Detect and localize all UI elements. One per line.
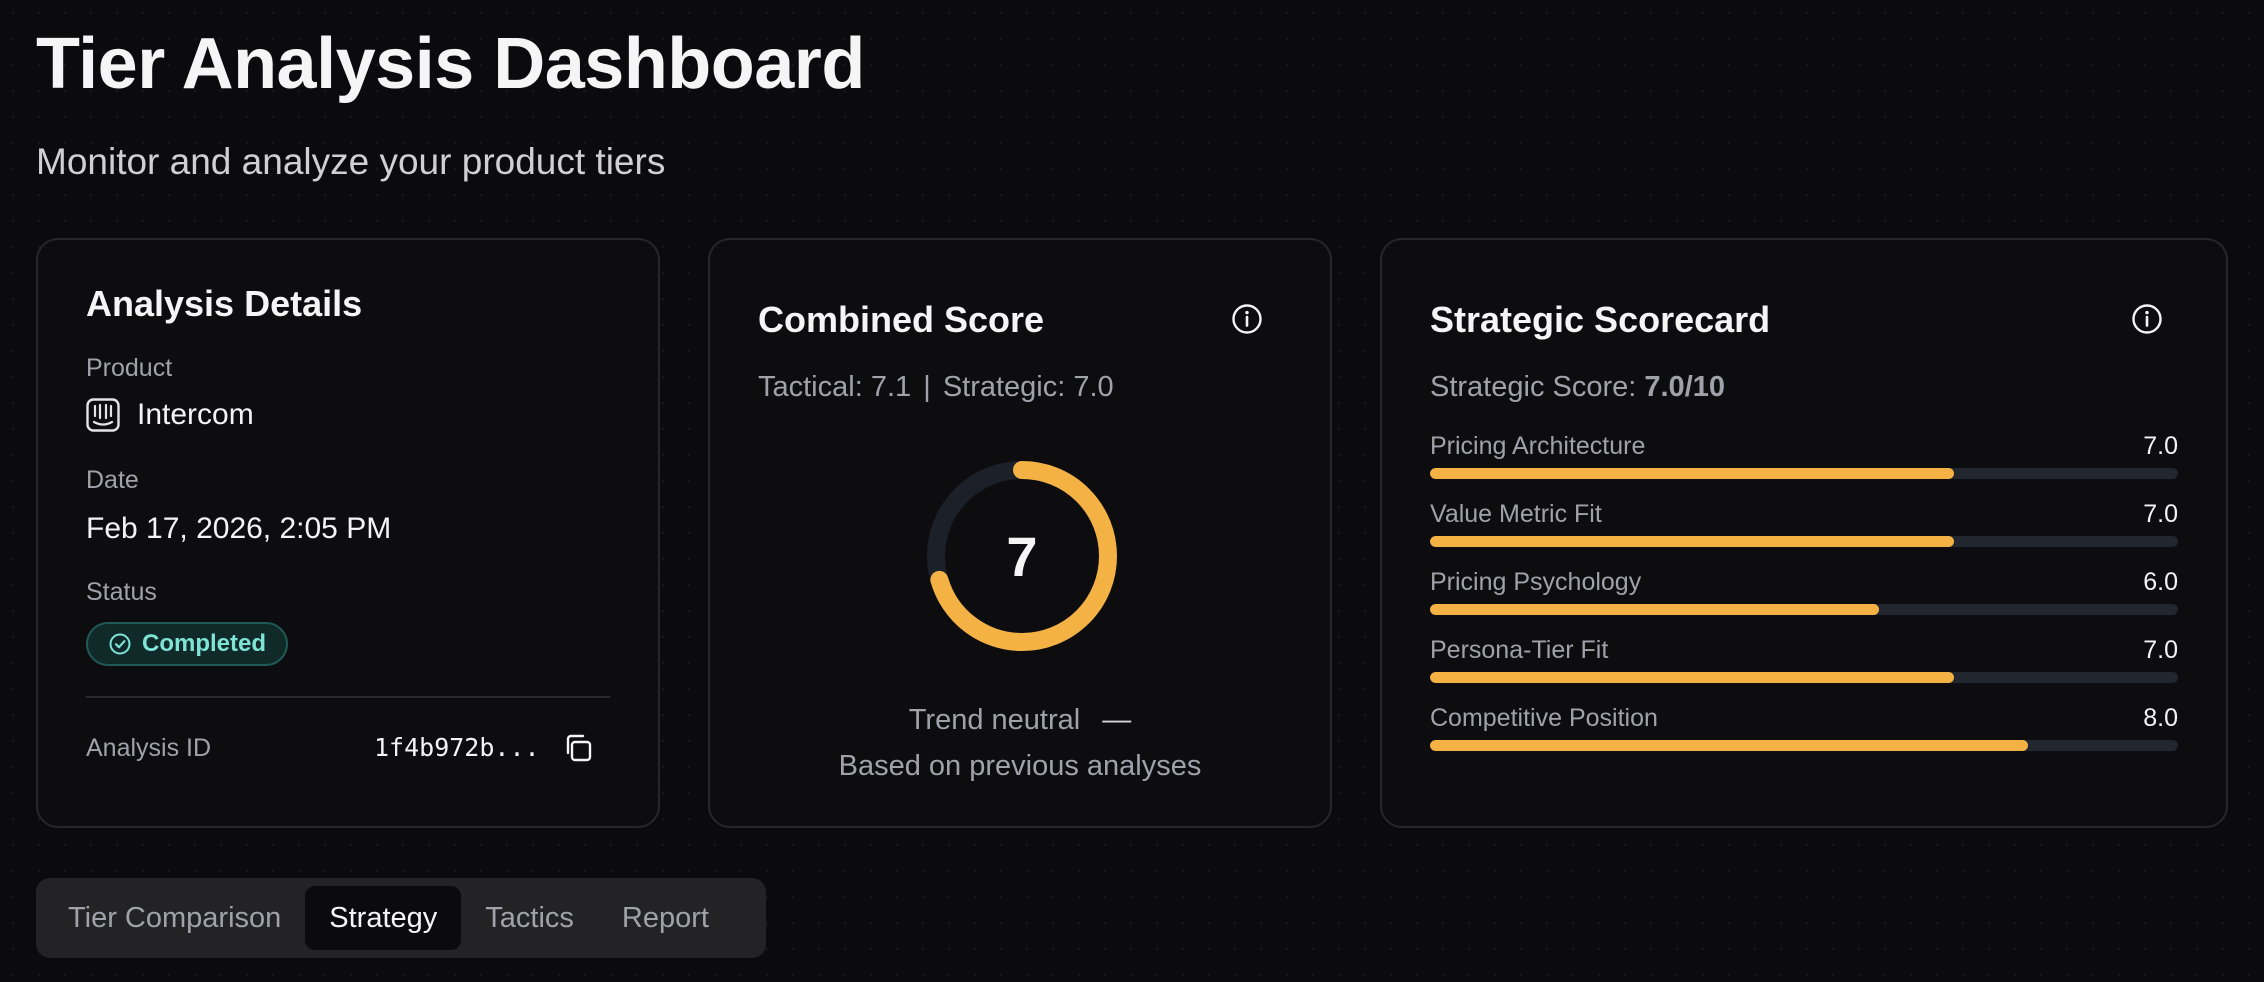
trend-row: Trend neutral — xyxy=(710,702,1330,738)
strategic-scorecard-title: Strategic Scorecard xyxy=(1430,299,1771,340)
combined-score-title: Combined Score xyxy=(758,299,1045,340)
metric-row: Competitive Position 8.0 xyxy=(1430,702,2178,752)
status-label: Status xyxy=(86,578,157,606)
view-tabs: Tier Comparison Strategy Tactics Report xyxy=(36,878,766,958)
metric-bar-fill xyxy=(1430,672,1954,683)
metric-row: Pricing Psychology 6.0 xyxy=(1430,566,2178,616)
score-gauge xyxy=(927,461,1117,651)
metric-label: Competitive Position xyxy=(1430,704,1658,732)
metric-bar-track xyxy=(1430,672,2178,683)
metric-value: 8.0 xyxy=(2143,704,2178,732)
metric-bar-fill xyxy=(1430,740,2029,751)
intercom-logo-icon xyxy=(86,398,120,432)
status-text: Completed xyxy=(142,630,267,657)
analysis-id-value: 1f4b972b... xyxy=(374,733,540,762)
metric-bar-track xyxy=(1430,536,2178,547)
tab-tier-comparison[interactable]: Tier Comparison xyxy=(68,901,282,934)
analysis-details-card: Analysis Details Product Intercom Date F… xyxy=(36,238,660,828)
metric-value: 7.0 xyxy=(2143,636,2178,664)
combined-score-card: Combined Score Tactical: 7.1 | Strategic… xyxy=(708,238,1332,828)
date-value: Feb 17, 2026, 2:05 PM xyxy=(86,512,392,545)
trend-neutral-icon: — xyxy=(1102,704,1132,736)
combined-info-button[interactable] xyxy=(1230,302,1264,336)
info-icon xyxy=(1232,304,1262,334)
strategic-score-prefix: Strategic Score: xyxy=(1430,371,1645,403)
metric-label: Pricing Psychology xyxy=(1430,568,1642,596)
status-badge: Completed xyxy=(86,622,289,666)
check-circle-icon xyxy=(109,633,131,655)
copy-id-button[interactable] xyxy=(560,730,596,766)
tab-strategy[interactable]: Strategy xyxy=(305,886,462,950)
info-icon xyxy=(2132,304,2162,334)
divider xyxy=(86,696,610,698)
analysis-id-label: Analysis ID xyxy=(86,734,212,762)
analysis-details-title: Analysis Details xyxy=(86,283,363,324)
trend-note: Based on previous analyses xyxy=(838,750,1202,782)
tactical-score: Tactical: 7.1 xyxy=(758,371,912,403)
metric-bar-track xyxy=(1430,740,2178,751)
strategic-score-value: 7.0/10 xyxy=(1644,371,1726,403)
metric-bar-track xyxy=(1430,468,2178,479)
page-subtitle: Monitor and analyze your product tiers xyxy=(36,141,666,182)
metric-value: 7.0 xyxy=(2143,500,2178,528)
metric-bar-fill xyxy=(1430,536,1954,547)
gauge-arc xyxy=(927,461,1117,651)
metric-label: Pricing Architecture xyxy=(1430,432,1646,460)
combined-score-value: 7 xyxy=(1006,524,1038,588)
product-row: Intercom xyxy=(86,398,254,432)
metric-label: Value Metric Fit xyxy=(1430,500,1602,528)
trend-text: Trend neutral xyxy=(908,704,1081,736)
sub-scores: Tactical: 7.1 | Strategic: 7.0 xyxy=(758,368,1114,406)
metric-row: Pricing Architecture 7.0 xyxy=(1430,430,2178,480)
metric-value: 6.0 xyxy=(2143,568,2178,596)
score-separator: | xyxy=(923,371,931,403)
metric-bar-fill xyxy=(1430,604,1879,615)
scorecard-info-button[interactable] xyxy=(2130,302,2164,336)
metric-row: Persona-Tier Fit 7.0 xyxy=(1430,634,2178,684)
date-label: Date xyxy=(86,466,139,494)
copy-icon xyxy=(566,734,592,762)
product-label: Product xyxy=(86,354,173,382)
metric-bar-fill xyxy=(1430,468,1954,479)
metric-bar-track xyxy=(1430,604,2178,615)
page-title: Tier Analysis Dashboard xyxy=(36,24,865,104)
strategic-score-summary: Strategic Score: 7.0/10 xyxy=(1430,368,1725,406)
strategic-scorecard-card: Strategic Scorecard Strategic Score: 7.0… xyxy=(1380,238,2228,828)
metric-value: 7.0 xyxy=(2143,432,2178,460)
tab-report[interactable]: Report xyxy=(621,901,709,934)
metric-row: Value Metric Fit 7.0 xyxy=(1430,498,2178,548)
tab-tactics[interactable]: Tactics xyxy=(485,901,574,934)
metric-label: Persona-Tier Fit xyxy=(1430,636,1609,664)
product-name: Intercom xyxy=(137,398,254,431)
strategic-score: Strategic: 7.0 xyxy=(942,371,1114,403)
